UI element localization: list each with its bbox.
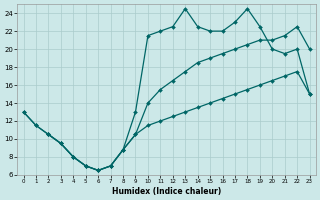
X-axis label: Humidex (Indice chaleur): Humidex (Indice chaleur) (112, 187, 221, 196)
